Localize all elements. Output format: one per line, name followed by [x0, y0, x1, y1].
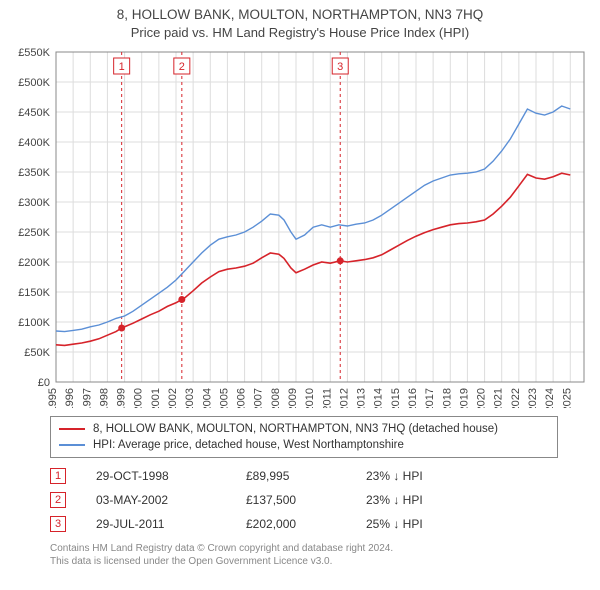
transaction-price: £202,000	[246, 517, 366, 531]
svg-text:2023: 2023	[527, 388, 539, 408]
svg-text:2022: 2022	[510, 388, 522, 408]
svg-text:2014: 2014	[373, 388, 385, 408]
transaction-row: 1 29-OCT-1998 £89,995 23% ↓ HPI	[50, 464, 590, 488]
svg-text:1999: 1999	[116, 388, 128, 408]
transaction-date: 03-MAY-2002	[96, 493, 246, 507]
transaction-vs-hpi: 23% ↓ HPI	[366, 469, 466, 483]
svg-text:2001: 2001	[150, 388, 162, 408]
svg-text:3: 3	[337, 61, 343, 73]
svg-text:2015: 2015	[390, 388, 402, 408]
price-chart: £0 £50K £100K £150K £200K £250K £300K £350K £400…	[10, 48, 590, 408]
svg-text:2025: 2025	[561, 388, 573, 408]
svg-text:1995: 1995	[47, 388, 59, 408]
svg-text:£550K: £550K	[18, 48, 50, 59]
legend-swatch	[59, 444, 85, 446]
transaction-price: £137,500	[246, 493, 366, 507]
svg-text:2021: 2021	[493, 388, 505, 408]
svg-text:2: 2	[179, 61, 185, 73]
svg-text:£400K: £400K	[18, 137, 50, 149]
svg-text:2013: 2013	[356, 388, 368, 408]
transaction-date: 29-JUL-2011	[96, 517, 246, 531]
svg-text:£350K: £350K	[18, 167, 50, 179]
svg-text:2000: 2000	[133, 388, 145, 408]
svg-text:2004: 2004	[201, 388, 213, 408]
transaction-row: 2 03-MAY-2002 £137,500 23% ↓ HPI	[50, 488, 590, 512]
svg-text:£300K: £300K	[18, 197, 50, 209]
svg-text:2020: 2020	[476, 388, 488, 408]
svg-text:2018: 2018	[441, 388, 453, 408]
page-subtitle: Price paid vs. HM Land Registry's House …	[10, 24, 590, 42]
svg-text:£500K: £500K	[18, 77, 50, 89]
legend-swatch	[59, 428, 85, 430]
transaction-marker: 2	[50, 492, 66, 508]
svg-text:2010: 2010	[304, 388, 316, 408]
transaction-marker: 3	[50, 516, 66, 532]
svg-text:2009: 2009	[287, 388, 299, 408]
legend-row-property: 8, HOLLOW BANK, MOULTON, NORTHAMPTON, NN…	[59, 421, 549, 437]
svg-text:£450K: £450K	[18, 107, 50, 119]
svg-text:2006: 2006	[236, 388, 248, 408]
svg-text:2003: 2003	[184, 388, 196, 408]
svg-text:1998: 1998	[98, 388, 110, 408]
page-title-address: 8, HOLLOW BANK, MOULTON, NORTHAMPTON, NN…	[10, 6, 590, 24]
transaction-row: 3 29-JUL-2011 £202,000 25% ↓ HPI	[50, 512, 590, 536]
footer-line: This data is licensed under the Open Gov…	[50, 555, 590, 569]
transactions-table: 1 29-OCT-1998 £89,995 23% ↓ HPI 2 03-MAY…	[50, 464, 590, 536]
svg-text:2017: 2017	[424, 388, 436, 408]
transaction-date: 29-OCT-1998	[96, 469, 246, 483]
transaction-price: £89,995	[246, 469, 366, 483]
legend-label: 8, HOLLOW BANK, MOULTON, NORTHAMPTON, NN…	[93, 423, 498, 435]
svg-text:£100K: £100K	[18, 317, 50, 329]
transaction-vs-hpi: 25% ↓ HPI	[366, 517, 466, 531]
svg-text:2024: 2024	[544, 388, 556, 408]
svg-text:2012: 2012	[338, 388, 350, 408]
svg-text:1997: 1997	[81, 388, 93, 408]
svg-text:2005: 2005	[218, 388, 230, 408]
svg-text:2011: 2011	[321, 388, 333, 408]
transaction-vs-hpi: 23% ↓ HPI	[366, 493, 466, 507]
transaction-marker: 1	[50, 468, 66, 484]
svg-text:£50K: £50K	[24, 347, 50, 359]
legend-row-hpi: HPI: Average price, detached house, West…	[59, 437, 549, 453]
svg-text:£250K: £250K	[18, 227, 50, 239]
svg-text:2019: 2019	[458, 388, 470, 408]
svg-text:2007: 2007	[253, 388, 265, 408]
svg-text:1996: 1996	[64, 388, 76, 408]
chart-legend: 8, HOLLOW BANK, MOULTON, NORTHAMPTON, NN…	[50, 416, 558, 458]
svg-text:£150K: £150K	[18, 287, 50, 299]
svg-text:2002: 2002	[167, 388, 179, 408]
legend-label: HPI: Average price, detached house, West…	[93, 439, 404, 451]
footer-line: Contains HM Land Registry data © Crown c…	[50, 542, 590, 556]
svg-text:2008: 2008	[270, 388, 282, 408]
svg-text:£0: £0	[38, 377, 50, 389]
svg-text:2016: 2016	[407, 388, 419, 408]
svg-text:£200K: £200K	[18, 257, 50, 269]
svg-text:1: 1	[119, 61, 125, 73]
footer-attribution: Contains HM Land Registry data © Crown c…	[50, 542, 590, 569]
